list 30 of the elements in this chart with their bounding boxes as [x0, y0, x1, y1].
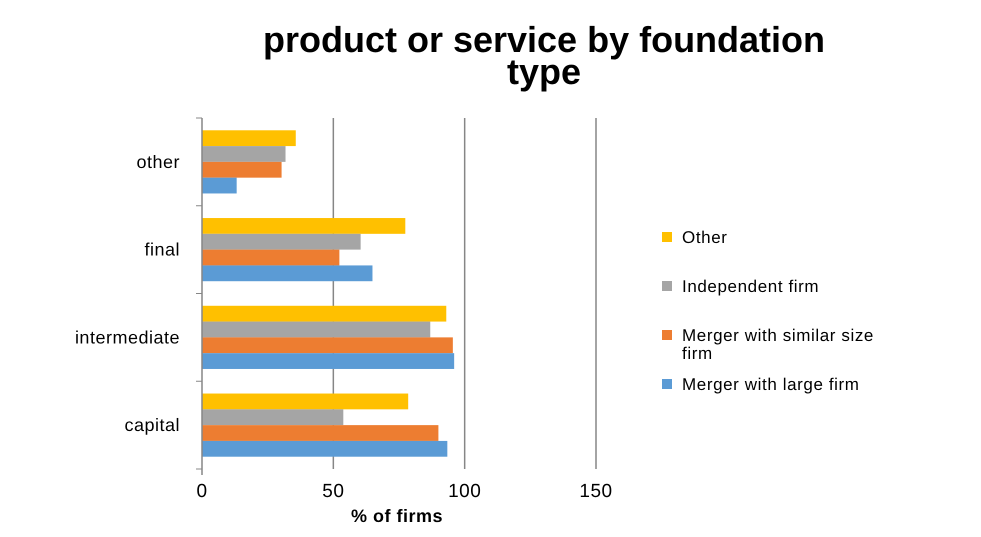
bar — [202, 130, 296, 146]
bar — [202, 322, 430, 338]
chart-title: product or service by foundation type — [262, 19, 826, 92]
x-axis-title: % of firms — [350, 506, 444, 526]
bar — [202, 394, 408, 410]
y-tick-label: final — [144, 240, 180, 260]
bar — [202, 162, 282, 178]
legend-label: Merger with similar size firm — [682, 326, 874, 363]
y-tick-label: capital — [124, 415, 180, 436]
legend-label: Other — [682, 228, 728, 247]
bar — [202, 425, 438, 441]
y-tick-label: other — [136, 152, 180, 172]
x-tick-label: 0 — [196, 481, 208, 502]
bar — [202, 218, 406, 234]
legend-label: Merger with large firm — [682, 375, 860, 394]
x-tick-label: 50 — [322, 481, 344, 502]
bar — [202, 409, 344, 426]
bar — [202, 234, 361, 250]
bar — [202, 250, 340, 266]
legend-label: Independent firm — [682, 277, 820, 296]
bar — [202, 306, 446, 322]
bar — [202, 440, 448, 457]
x-tick-label: 100 — [448, 481, 482, 502]
x-tick-label: 150 — [579, 481, 613, 502]
bar — [202, 265, 372, 282]
bar — [202, 146, 286, 162]
y-tick-label: intermediate — [74, 327, 180, 348]
bar — [202, 353, 454, 369]
bar — [202, 337, 453, 354]
bar — [202, 178, 237, 194]
